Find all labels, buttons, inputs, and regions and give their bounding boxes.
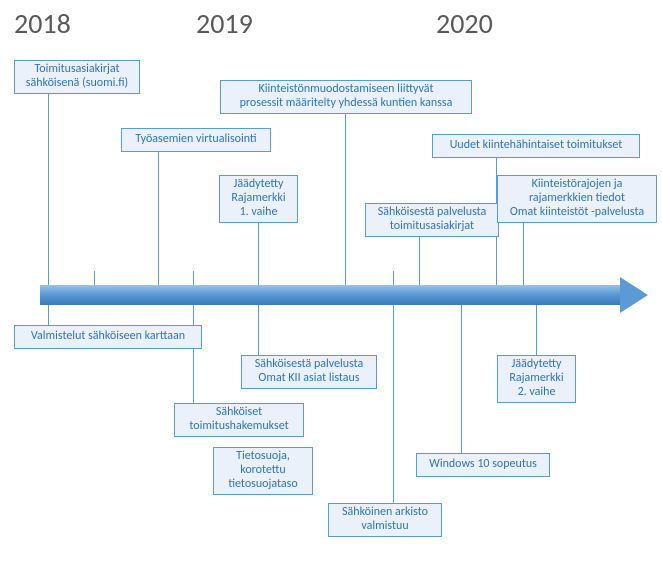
connector	[345, 114, 346, 285]
milestone-jaadytetty-rajamerkki-2: Jäädytetty Rajamerkki 2. vaihe	[497, 355, 576, 403]
milestone-kiinteistonmuodostamiseen: Kiinteistönmuodostamiseen liittyvät pros…	[220, 80, 472, 114]
milestone-tietosuoja: Tietosuoja, korotettu tietosuojataso	[213, 447, 313, 495]
timeline-axis	[40, 285, 620, 305]
connector	[48, 305, 49, 325]
year-label-2020: 2020	[436, 6, 493, 41]
connector	[523, 223, 524, 285]
milestone-sahkoisesta-toimitusasiakirjat: Sähköisestä palvelusta toimitusasiakirja…	[365, 203, 499, 237]
year-label-2019: 2019	[196, 6, 253, 41]
minor-tick	[193, 271, 194, 285]
connector	[393, 305, 394, 503]
connector	[193, 305, 194, 403]
timeline-stage: 2018 2019 2020 Toimitusasiakirjat sähköi…	[0, 0, 662, 571]
connector	[419, 237, 420, 285]
milestone-kiinteistorajojen: Kiinteistörajojen ja rajamerkkien tiedot…	[497, 175, 657, 223]
milestone-sahkoinen-arkisto: Sähköinen arkisto valmistuu	[328, 503, 442, 537]
connector	[461, 305, 462, 453]
milestone-uudet-kiintehahintaiset: Uudet kiintehähintaiset toimitukset	[432, 134, 640, 158]
milestone-tyoasemien-virtualisointi: Työasemien virtualisointi	[121, 128, 271, 152]
milestone-jaadytetty-rajamerkki-1: Jäädytetty Rajamerkki 1. vaihe	[219, 175, 298, 223]
milestone-toimitusasiakirjat-suomifi: Toimitusasiakirjat sähköisenä (suomi.fi)	[14, 60, 140, 94]
milestone-sahkoisesta-omat-kii: Sähköisestä palvelusta Omat KII asiat li…	[241, 355, 377, 389]
year-label-2018: 2018	[14, 6, 71, 41]
milestone-windows10: Windows 10 sopeutus	[416, 453, 550, 477]
milestone-sahkoiset-toimitushakemukset: Sähköiset toimitushakemukset	[174, 403, 304, 437]
connector	[258, 305, 259, 355]
minor-tick	[393, 271, 394, 285]
timeline-arrowhead	[620, 277, 648, 313]
connector	[158, 152, 159, 285]
minor-tick	[94, 271, 95, 285]
connector	[48, 94, 49, 285]
connector	[258, 223, 259, 285]
milestone-valmistelut-karttaan: Valmistelut sähköiseen karttaan	[14, 325, 202, 349]
connector	[536, 305, 537, 355]
